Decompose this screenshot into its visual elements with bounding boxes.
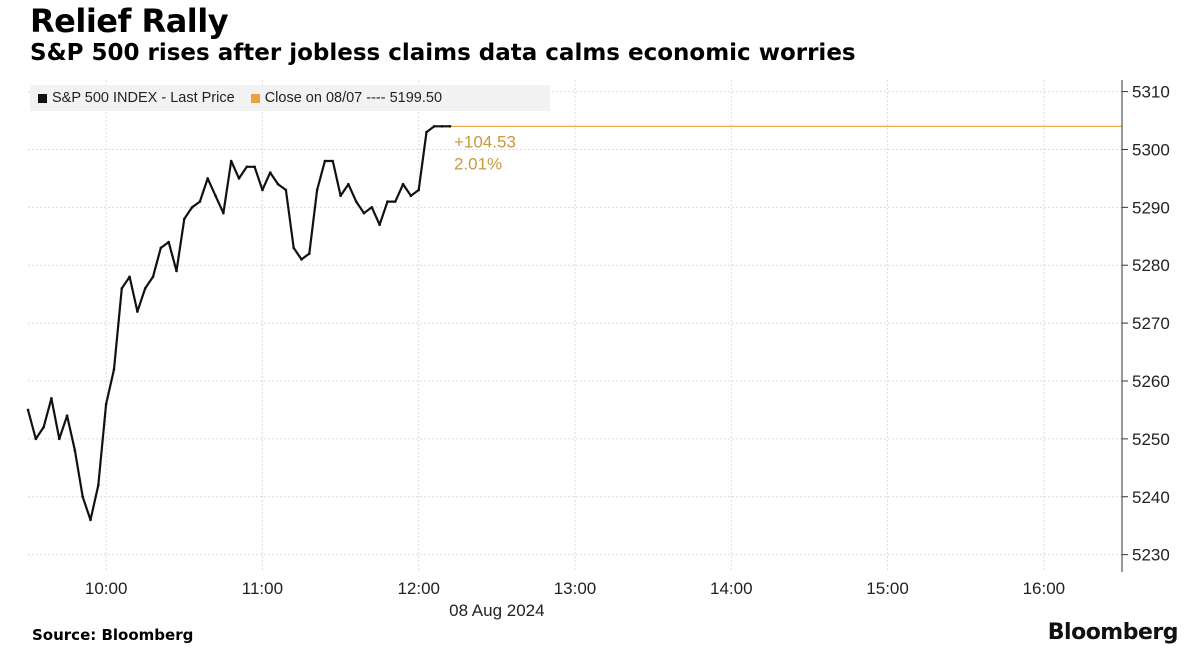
y-tick-label: 5250	[1132, 430, 1170, 449]
brand-logo: Bloomberg	[1047, 620, 1179, 645]
price-point	[167, 240, 170, 244]
chart-title: Relief Rally	[30, 2, 229, 40]
grid	[28, 80, 1122, 572]
x-tick-label: 15:00	[866, 579, 909, 598]
price-point	[229, 159, 233, 163]
legend-label-price: S&P 500 INDEX - Last Price	[52, 90, 235, 106]
x-tick-label: 10:00	[85, 579, 128, 598]
price-point	[401, 182, 405, 186]
price-line	[26, 125, 450, 521]
price-point	[42, 425, 45, 429]
price-point	[331, 159, 335, 163]
price-point	[190, 206, 194, 209]
price-point	[112, 368, 116, 371]
legend-item-price: S&P 500 INDEX - Last Price	[38, 90, 235, 106]
price-point	[206, 177, 210, 180]
chart-subtitle: S&P 500 rises after jobless claims data …	[30, 40, 856, 66]
price-point	[50, 397, 53, 400]
price-point	[81, 495, 84, 499]
change-points-annotation: +104.53	[454, 132, 516, 151]
axes: 5230 5240 5250 5260 5270 5280 5290 5300 5310 10:0…	[85, 80, 1170, 620]
price-point	[57, 437, 61, 441]
y-tick-label: 5260	[1132, 372, 1170, 391]
price-point	[347, 182, 350, 186]
price-point	[300, 258, 303, 261]
x-date-label: 08 Aug 2024	[449, 601, 544, 620]
y-tick-label: 5280	[1132, 256, 1170, 275]
price-point	[97, 483, 100, 487]
price-point	[26, 408, 30, 412]
y-tick-label: 5270	[1132, 314, 1170, 333]
price-point	[89, 518, 92, 522]
chart-legend: S&P 500 INDEX - Last Price Close on 08/0…	[30, 85, 550, 111]
price-point	[214, 194, 217, 198]
x-tick-label: 12:00	[397, 579, 440, 598]
price-point	[370, 206, 374, 209]
price-point	[362, 211, 366, 215]
price-point	[120, 287, 124, 290]
price-point	[386, 200, 389, 203]
price-point	[104, 402, 108, 406]
x-tick-label: 16:00	[1023, 579, 1066, 598]
x-tick-label: 13:00	[554, 579, 597, 598]
price-point	[65, 414, 69, 418]
price-point	[34, 437, 38, 441]
price-point	[151, 275, 155, 279]
price-point	[159, 246, 163, 250]
x-tick-label: 11:00	[242, 579, 283, 598]
price-point	[315, 188, 319, 192]
price-point	[378, 223, 381, 227]
price-point	[73, 449, 77, 452]
price-point	[308, 252, 311, 255]
price-point	[417, 188, 421, 192]
legend-label-close: Close on 08/07 ---- 5199.50	[264, 90, 443, 106]
x-tick-label: 14:00	[710, 579, 753, 598]
price-point	[440, 125, 444, 128]
y-tick-label: 5290	[1132, 198, 1170, 217]
legend-item-close: Close on 08/07 ---- 5199.50	[250, 90, 443, 106]
price-series	[26, 125, 452, 522]
price-point	[323, 159, 327, 163]
price-point	[222, 211, 225, 215]
price-point	[425, 130, 428, 134]
legend-swatch-close	[250, 93, 260, 103]
price-point	[237, 177, 241, 180]
price-point	[198, 200, 202, 203]
price-point	[245, 165, 249, 169]
y-tick-label: 5300	[1132, 140, 1170, 159]
price-point	[409, 194, 413, 198]
price-point	[276, 182, 280, 186]
price-point	[268, 171, 272, 174]
price-point	[393, 200, 397, 203]
y-tick-label: 5240	[1132, 488, 1170, 507]
price-point	[261, 188, 264, 192]
price-point	[253, 165, 256, 169]
price-point	[136, 310, 139, 313]
y-tick-label: 5230	[1132, 546, 1170, 565]
source-note: Source: Bloomberg	[32, 626, 194, 644]
price-point	[354, 200, 358, 203]
price-point	[339, 194, 342, 198]
price-point	[284, 188, 288, 192]
price-point	[448, 125, 452, 128]
price-point	[433, 125, 436, 128]
legend-swatch-price	[38, 93, 47, 103]
change-percent-annotation: 2.01%	[454, 154, 502, 173]
price-point	[128, 275, 131, 279]
price-point	[143, 287, 147, 290]
price-point	[175, 269, 178, 273]
close-reference: +104.53 2.01%	[449, 125, 1122, 173]
price-point	[182, 217, 186, 221]
price-point	[292, 246, 295, 250]
y-tick-label: 5310	[1132, 83, 1170, 102]
